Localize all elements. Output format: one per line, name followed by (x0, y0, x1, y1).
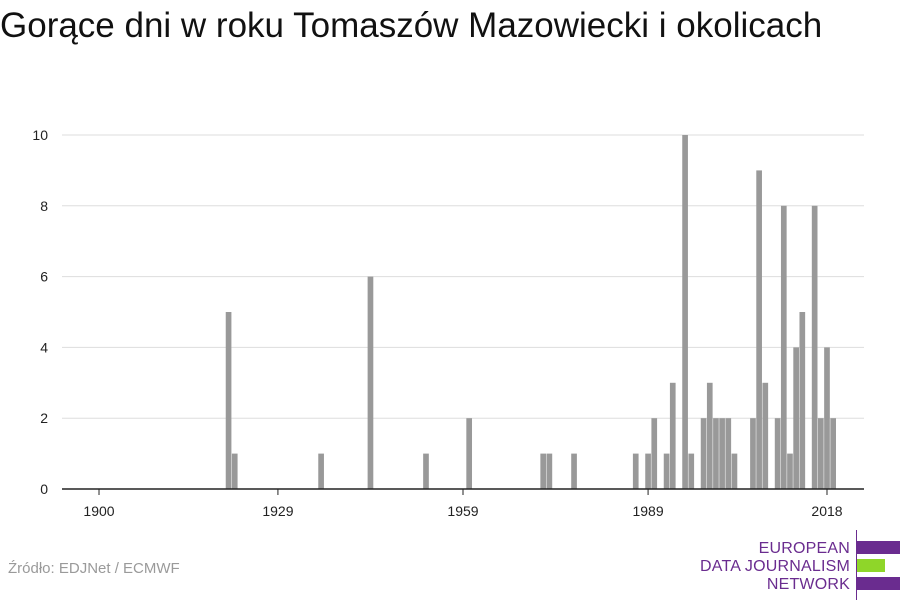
bar-1987 (632, 453, 639, 489)
bar-1960 (466, 418, 473, 489)
bar-2014 (799, 312, 806, 489)
x-tick-label-1929: 1929 (262, 503, 293, 519)
bar-2000 (713, 418, 719, 489)
bar-1944 (367, 276, 374, 489)
bar-2017 (817, 418, 824, 489)
logo-bar-bottom (857, 577, 900, 590)
y-tick-label-8: 8 (40, 198, 48, 214)
bar-1921 (225, 312, 232, 489)
source-note: Źródło: EDJNet / ECMWF (8, 560, 180, 577)
logo-divider (856, 530, 857, 600)
bar-1993 (669, 382, 676, 489)
bar-2011 (780, 205, 787, 490)
logo-bar-middle (857, 559, 885, 572)
edjnet-logo[interactable]: EUROPEAN DATA JOURNALISM NETWORK (700, 530, 900, 600)
bar-2010 (774, 418, 781, 489)
bar-1999 (706, 382, 713, 489)
bar-2002 (725, 418, 732, 489)
bar-1977 (571, 453, 577, 489)
bar-2012 (787, 453, 793, 489)
y-tick-label-0: 0 (40, 481, 48, 497)
bar-2016 (811, 205, 818, 490)
x-tick-label-1989: 1989 (632, 503, 663, 519)
bar-2018 (824, 347, 830, 489)
x-tick-label-1900: 1900 (83, 503, 114, 519)
y-tick-label-4: 4 (40, 339, 48, 355)
logo-line-network: NETWORK (766, 576, 850, 593)
grid-lines (62, 134, 864, 419)
bar-1922 (231, 453, 238, 489)
bar-2001 (719, 418, 725, 489)
bar-1989 (645, 453, 651, 489)
logo-line-european: EUROPEAN (758, 540, 850, 557)
bar-1973 (546, 453, 553, 489)
logo-bar-top (857, 541, 900, 554)
hot-days-bar-chart: 0 2 4 6 8 10 1900 1929 1959 1989 2018 (32, 127, 864, 519)
bar-1992 (663, 453, 670, 489)
bar-1990 (651, 418, 658, 489)
bar-1936 (318, 453, 324, 489)
bar-1953 (423, 453, 429, 489)
bar-2006 (750, 418, 756, 489)
x-tick-label-1959: 1959 (447, 503, 478, 519)
bar-1996 (688, 453, 695, 489)
bar-2007 (756, 170, 762, 489)
bars (225, 135, 836, 490)
bar-2008 (762, 382, 769, 489)
y-tick-label-2: 2 (40, 410, 48, 426)
bar-2003 (731, 453, 738, 489)
axes: 0 2 4 6 8 10 1900 1929 1959 1989 2018 (32, 127, 864, 519)
y-tick-label-10: 10 (32, 127, 48, 143)
bar-1998 (700, 418, 707, 489)
bar-1995 (682, 135, 688, 489)
bar-2019 (830, 418, 836, 489)
bar-1972 (540, 453, 547, 489)
bar-2013 (793, 347, 799, 489)
page-title: Gorące dni w roku Tomaszów Mazowiecki i … (0, 6, 823, 45)
y-tick-label-6: 6 (40, 269, 48, 285)
logo-line-data-journalism: DATA JOURNALISM (700, 558, 850, 575)
x-tick-label-2018: 2018 (811, 503, 842, 519)
